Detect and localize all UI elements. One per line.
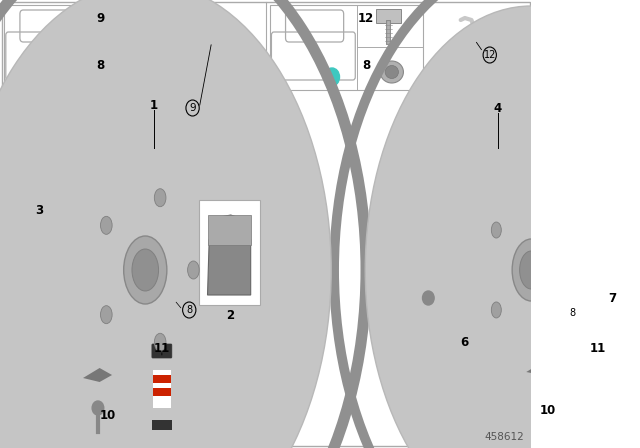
FancyBboxPatch shape: [589, 388, 607, 396]
FancyBboxPatch shape: [589, 370, 607, 408]
Ellipse shape: [365, 6, 640, 448]
Text: 12: 12: [358, 12, 374, 25]
Text: 1: 1: [150, 99, 157, 112]
Ellipse shape: [100, 306, 112, 323]
Text: 2: 2: [226, 309, 234, 322]
Polygon shape: [207, 215, 251, 295]
Ellipse shape: [492, 302, 501, 318]
FancyBboxPatch shape: [614, 195, 640, 300]
FancyBboxPatch shape: [376, 9, 401, 23]
FancyBboxPatch shape: [152, 355, 172, 430]
Circle shape: [92, 401, 104, 415]
Ellipse shape: [385, 65, 399, 78]
Polygon shape: [623, 207, 640, 290]
FancyBboxPatch shape: [207, 215, 251, 245]
Text: 7: 7: [609, 292, 617, 305]
Text: 8: 8: [186, 305, 193, 315]
Ellipse shape: [120, 65, 133, 78]
Polygon shape: [526, 362, 554, 375]
Ellipse shape: [188, 261, 199, 279]
Ellipse shape: [100, 216, 112, 234]
Ellipse shape: [154, 333, 166, 351]
Ellipse shape: [115, 61, 138, 83]
FancyBboxPatch shape: [623, 208, 640, 236]
Text: 11: 11: [589, 341, 606, 354]
Text: 11: 11: [154, 341, 170, 354]
Polygon shape: [522, 352, 581, 400]
FancyBboxPatch shape: [589, 375, 607, 383]
FancyBboxPatch shape: [2, 2, 529, 446]
Text: 8: 8: [570, 308, 576, 318]
FancyBboxPatch shape: [588, 420, 607, 430]
Text: 5: 5: [639, 302, 640, 314]
Circle shape: [19, 68, 34, 86]
Circle shape: [324, 68, 339, 86]
Polygon shape: [83, 368, 112, 382]
Text: 458612: 458612: [485, 432, 525, 442]
Ellipse shape: [124, 236, 167, 304]
Ellipse shape: [29, 90, 262, 448]
Ellipse shape: [540, 197, 550, 213]
Ellipse shape: [33, 95, 265, 448]
Ellipse shape: [380, 61, 403, 83]
Ellipse shape: [540, 327, 550, 343]
Ellipse shape: [0, 0, 332, 448]
FancyBboxPatch shape: [588, 344, 607, 358]
Text: 4: 4: [494, 102, 502, 115]
Text: 12: 12: [484, 50, 496, 60]
Ellipse shape: [431, 110, 638, 440]
Text: 9: 9: [96, 12, 104, 25]
Ellipse shape: [570, 262, 579, 278]
Text: 3: 3: [35, 203, 43, 216]
Ellipse shape: [453, 146, 609, 394]
Polygon shape: [209, 18, 241, 65]
Ellipse shape: [132, 249, 159, 291]
FancyBboxPatch shape: [588, 355, 607, 430]
Circle shape: [422, 291, 434, 305]
FancyBboxPatch shape: [270, 5, 423, 90]
FancyBboxPatch shape: [153, 370, 171, 408]
Text: 10: 10: [540, 404, 556, 417]
Ellipse shape: [520, 251, 543, 289]
FancyBboxPatch shape: [199, 200, 260, 305]
Ellipse shape: [492, 222, 501, 238]
FancyBboxPatch shape: [153, 388, 171, 396]
Ellipse shape: [512, 239, 550, 301]
Text: 10: 10: [100, 409, 116, 422]
FancyBboxPatch shape: [4, 5, 157, 90]
Ellipse shape: [58, 135, 232, 405]
FancyBboxPatch shape: [153, 375, 171, 383]
Ellipse shape: [428, 105, 635, 435]
Text: 8: 8: [96, 59, 104, 72]
FancyBboxPatch shape: [106, 9, 131, 23]
Text: 8: 8: [362, 59, 370, 72]
FancyBboxPatch shape: [152, 420, 172, 430]
Ellipse shape: [154, 189, 166, 207]
Text: 9: 9: [189, 103, 196, 113]
Polygon shape: [79, 358, 137, 408]
Text: 6: 6: [461, 336, 469, 349]
FancyBboxPatch shape: [152, 344, 172, 358]
Polygon shape: [216, 28, 231, 50]
